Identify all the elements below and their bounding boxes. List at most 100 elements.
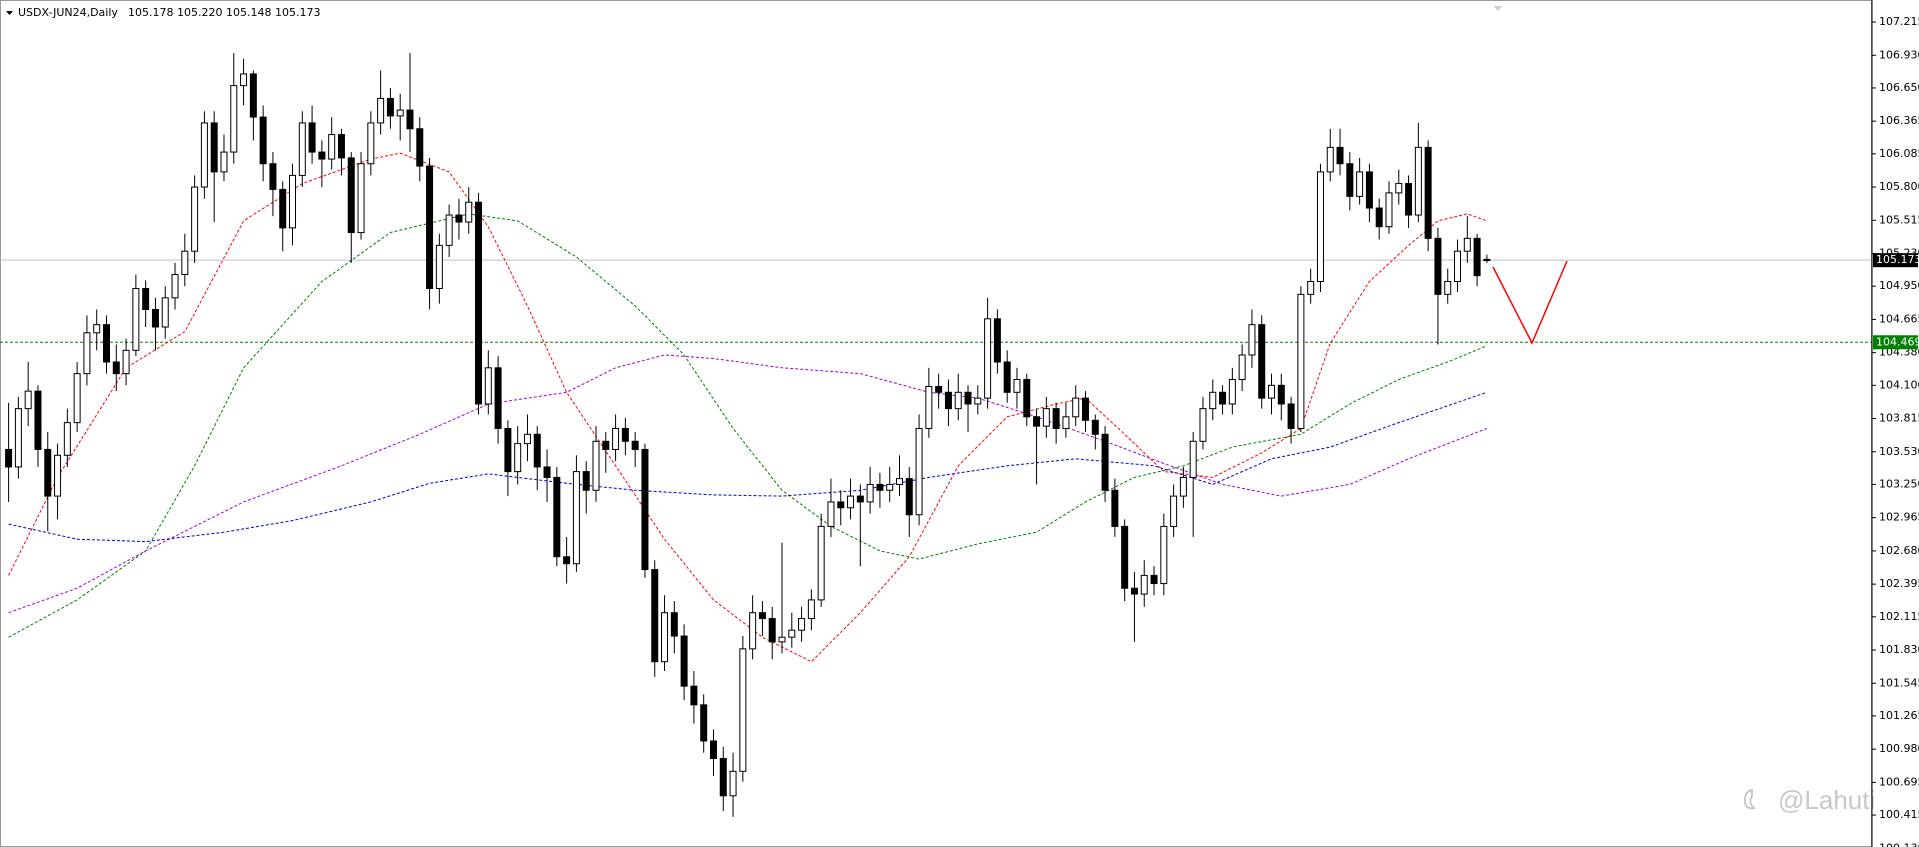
drawn-v-line xyxy=(1492,260,1568,345)
price-label: 104.469 xyxy=(1876,335,1919,348)
candle-body xyxy=(1297,293,1305,429)
candle-body xyxy=(161,297,169,328)
candle-body xyxy=(73,373,81,424)
candle-body xyxy=(993,318,1001,363)
moving-average xyxy=(8,213,1488,638)
candle-body xyxy=(151,309,159,328)
candle-body xyxy=(563,556,571,565)
candle-body xyxy=(1042,408,1050,427)
y-tick-label: 106.650 xyxy=(1879,81,1919,94)
candle-body xyxy=(847,495,855,509)
candle-body xyxy=(817,525,825,601)
candle-body xyxy=(621,427,629,442)
candle-body xyxy=(455,214,463,223)
candle-body xyxy=(386,97,394,117)
candle-body xyxy=(181,250,189,276)
candle-body xyxy=(974,397,982,405)
candle-body xyxy=(876,483,884,491)
candle-body xyxy=(984,318,992,399)
candle-body xyxy=(788,629,796,638)
candle-body xyxy=(895,478,903,485)
candle-body xyxy=(416,128,424,167)
candle-body xyxy=(249,73,257,118)
candle-body xyxy=(1258,324,1266,399)
candle-body xyxy=(514,443,522,473)
candle-body xyxy=(1414,146,1422,216)
candle-body xyxy=(83,332,91,375)
y-tick-label: 107.215 xyxy=(1879,15,1919,28)
candle-body xyxy=(132,288,140,351)
candle-body xyxy=(1463,237,1471,252)
candle-body xyxy=(1160,525,1168,585)
candle-body xyxy=(1356,171,1364,197)
candle-body xyxy=(729,770,737,797)
candle-body xyxy=(1405,183,1413,216)
candle-body xyxy=(1111,489,1119,527)
candle-body xyxy=(1199,408,1207,442)
candle-body xyxy=(475,201,483,405)
candle-body xyxy=(210,122,218,173)
candle-body xyxy=(93,324,101,334)
candle-body xyxy=(171,274,179,299)
candle-body xyxy=(308,122,316,153)
candle-body xyxy=(915,427,923,516)
y-tick-label: 104.950 xyxy=(1879,279,1919,292)
candle-body xyxy=(504,427,512,473)
candle-body xyxy=(935,385,943,393)
candle-body xyxy=(484,367,492,405)
candle-body xyxy=(1209,391,1217,410)
candle-body xyxy=(944,391,952,410)
candle-body xyxy=(739,648,747,772)
candle-body xyxy=(1003,361,1011,393)
candle-body xyxy=(1248,324,1256,356)
candle-body xyxy=(1052,408,1060,429)
candle-body xyxy=(553,476,561,558)
candle-body xyxy=(1434,237,1442,295)
candle-body xyxy=(1336,146,1344,165)
price-label-bg xyxy=(1873,253,1918,268)
candle-body xyxy=(1307,281,1315,295)
candle-body xyxy=(807,599,815,620)
y-tick-label: 106.085 xyxy=(1879,147,1919,160)
candle-body xyxy=(122,349,130,375)
plot-area xyxy=(0,52,1872,817)
candle-body xyxy=(298,122,306,176)
candle-body xyxy=(63,422,71,456)
candle-body xyxy=(328,134,336,160)
candle-body xyxy=(103,324,110,363)
y-tick-label: 106.365 xyxy=(1879,114,1919,127)
moving-average xyxy=(8,354,1488,614)
candle-body xyxy=(367,122,375,165)
candle-body xyxy=(661,612,669,663)
y-tick-label: 105.515 xyxy=(1879,213,1919,226)
y-tick-label: 104.665 xyxy=(1879,312,1919,325)
y-tick-label: 105.800 xyxy=(1879,180,1919,193)
candle-body xyxy=(259,116,267,165)
candle-body xyxy=(719,757,727,797)
candle-body xyxy=(426,165,434,290)
candle-body xyxy=(886,483,894,491)
candle-body xyxy=(24,390,32,410)
candle-body xyxy=(465,201,473,223)
candle-body xyxy=(230,85,238,153)
candle-body xyxy=(612,427,620,450)
y-tick-label: 101.265 xyxy=(1879,709,1919,722)
candle-body xyxy=(1033,416,1041,427)
candle-body xyxy=(602,440,610,450)
candle-body xyxy=(543,466,551,478)
candle-body xyxy=(827,501,835,527)
y-tick-label: 106.930 xyxy=(1879,48,1919,61)
moving-average xyxy=(8,391,1488,543)
candle-body xyxy=(494,367,502,429)
y-tick-label: 101.830 xyxy=(1879,643,1919,656)
candle-body xyxy=(582,471,590,491)
candle-body xyxy=(1228,378,1236,405)
candle-body xyxy=(1219,391,1227,405)
candle-body xyxy=(680,635,688,687)
candle-body xyxy=(1316,171,1324,283)
candle-body xyxy=(1238,354,1246,380)
candle-body xyxy=(406,109,414,130)
candle-body xyxy=(200,122,208,188)
y-tick-label: 100.415 xyxy=(1879,808,1919,821)
